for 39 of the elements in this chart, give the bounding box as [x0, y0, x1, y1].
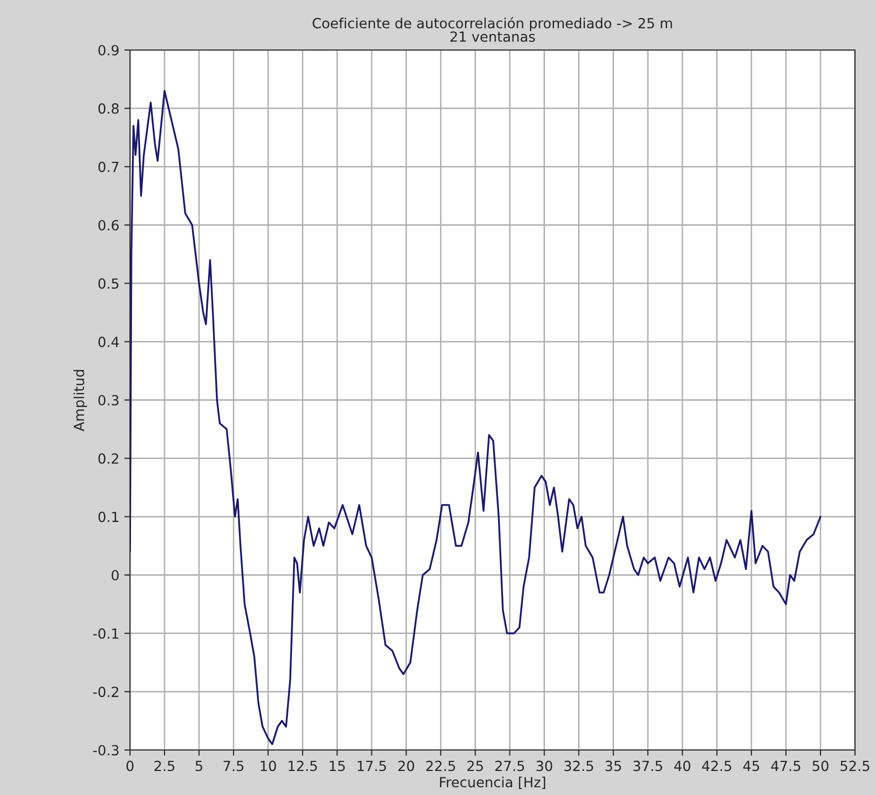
x-tick-label: 47.5: [771, 760, 800, 772]
x-tick-label: 20: [398, 760, 414, 772]
line-series: [130, 90, 822, 746]
x-tick-label: 15: [330, 760, 345, 772]
x-tick-label: 45: [743, 760, 760, 772]
y-tick-label: 0.1: [98, 512, 118, 522]
y-tick-label: 0.8: [98, 103, 119, 114]
y-axis-title: Amplitud: [73, 370, 87, 432]
x-tick-label: 22.5: [426, 760, 455, 772]
x-tick-label: 5: [196, 760, 202, 772]
x-tick-label: 52.5: [840, 760, 870, 772]
y-tick-label: -0.3: [93, 744, 118, 756]
y-tick-label: -0.1: [93, 628, 118, 639]
x-tick-label: 32.5: [564, 760, 594, 772]
x-tick-label: 12.5: [288, 760, 317, 772]
y-tick-label: 0.7: [98, 162, 118, 172]
x-tick-label: 17.5: [358, 760, 386, 772]
x-tick-label: 35: [606, 760, 621, 772]
x-tick-label: 50: [812, 760, 828, 772]
x-tick-label: 0: [126, 760, 134, 772]
y-tick-label: 0.5: [98, 278, 118, 289]
x-axis-title: Frecuencia [Hz]: [440, 776, 546, 790]
y-tick-label: 0.4: [98, 336, 119, 348]
y-tick-label: -0.2: [93, 686, 118, 698]
chart-title: Coeficiente de autocorrelación promediado -> 25 m 21 ventanas: [312, 17, 672, 42]
x-tick-label: 40: [674, 760, 690, 772]
x-tick-label: 27.5: [495, 760, 524, 772]
y-tick-label: 0.9: [98, 44, 119, 56]
x-tick-label: 42.5: [702, 760, 732, 772]
x-tick-label: 2.5: [154, 760, 174, 772]
x-tick-label: 25: [467, 760, 483, 772]
x-tick-label: 37.5: [633, 760, 662, 772]
x-tick-label: 7.5: [224, 760, 244, 772]
y-tick-label: 0: [112, 570, 119, 580]
x-tick-label: 10: [260, 760, 276, 772]
y-tick-label: 0.6: [98, 220, 119, 230]
x-tick-label: 30: [536, 760, 552, 772]
y-tick-label: 0.3: [98, 394, 118, 406]
y-tick-label: 0.2: [98, 453, 118, 464]
